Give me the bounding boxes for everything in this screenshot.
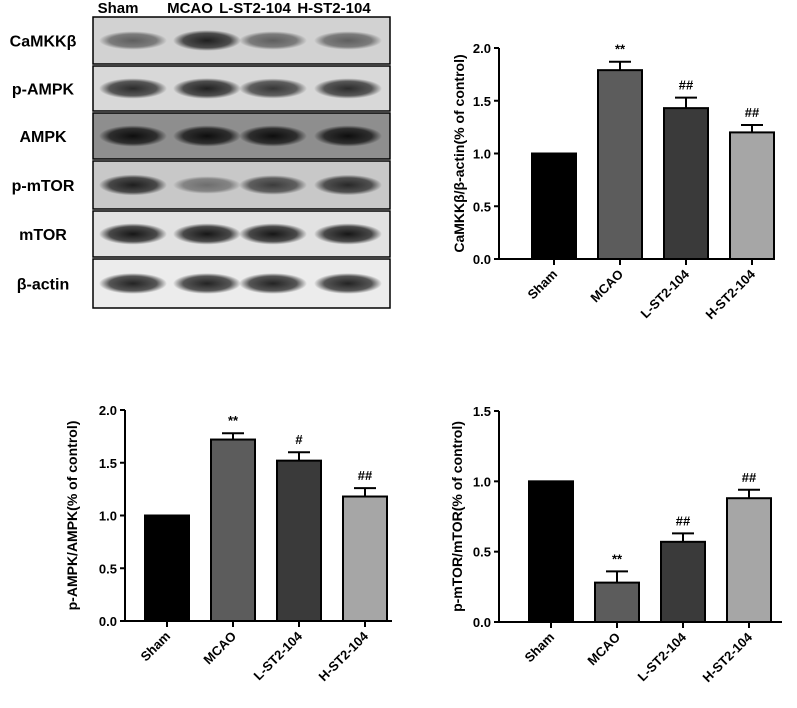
significance-label: ** xyxy=(228,413,239,428)
y-tick-label: 0.5 xyxy=(473,545,491,560)
x-tick-label: H-ST2-104 xyxy=(703,266,759,322)
blot-band xyxy=(99,223,167,245)
x-tick-label: MCAO xyxy=(584,630,623,669)
bar-h-st2-104 xyxy=(342,495,388,622)
y-tick-label: 0.0 xyxy=(473,615,491,630)
blot-group-label: H-ST2-104 xyxy=(297,0,371,17)
blot-group-label: Sham xyxy=(98,0,139,17)
bar-sham xyxy=(531,152,577,260)
blot-band xyxy=(99,78,167,99)
x-tick-label: MCAO xyxy=(587,267,626,306)
y-tick-label: 1.5 xyxy=(473,404,491,419)
y-axis-label: p-mTOR/mTOR(% of control) xyxy=(449,421,465,612)
blot-band xyxy=(99,31,167,50)
blot-band xyxy=(99,174,167,196)
y-tick-label: 0.0 xyxy=(473,252,491,267)
blot-protein-label: p-AMPK xyxy=(12,82,75,99)
significance-label: ## xyxy=(358,468,373,483)
x-tick-label: Sham xyxy=(521,630,557,666)
blot-band xyxy=(239,223,307,245)
y-tick-label: 0.5 xyxy=(473,199,491,214)
camkkb-bar-chart: CaMKKβ/β-actin(% of control) 0.0 0.5 1.0 1.5… xyxy=(451,41,775,322)
blot-band xyxy=(314,174,382,196)
y-tick-label: 0.5 xyxy=(99,561,117,576)
blot-band xyxy=(99,273,167,294)
p-ampk-bar-chart: p-AMPK/AMPK(% of control) 0.0 0.5 1.0 1.5 2.0… xyxy=(64,403,392,684)
x-tick-label: Sham xyxy=(524,267,560,303)
blot-band xyxy=(173,78,241,99)
significance-label: ** xyxy=(612,551,623,566)
blot-band xyxy=(239,78,307,99)
x-tick-label: H-ST2-104 xyxy=(316,628,372,684)
y-tick-label: 1.5 xyxy=(473,94,491,109)
blot-band xyxy=(314,78,382,99)
bar-h-st2-104 xyxy=(726,497,772,623)
bar-mcao xyxy=(597,69,643,260)
x-tick-label: H-ST2-104 xyxy=(700,629,756,685)
blot-band xyxy=(173,125,241,147)
blot-band xyxy=(314,125,382,147)
blot-group-label: L-ST2-104 xyxy=(219,0,291,17)
x-tick-label: L-ST2-104 xyxy=(251,628,306,683)
bar-sham xyxy=(144,514,190,622)
significance-label: # xyxy=(295,432,303,447)
significance-label: ## xyxy=(745,105,760,120)
blot-protein-label: p-mTOR xyxy=(12,178,75,195)
y-tick-label: 2.0 xyxy=(99,403,117,418)
significance-label: ## xyxy=(679,78,694,93)
blot-protein-label: mTOR xyxy=(19,227,67,244)
blot-band xyxy=(239,175,307,195)
bar-sham xyxy=(528,480,574,624)
x-tick-label: L-ST2-104 xyxy=(635,629,690,684)
bar-mcao xyxy=(594,581,640,623)
blot-band xyxy=(239,125,307,147)
blot-protein-label: AMPK xyxy=(19,129,67,146)
bar-l-st2-104 xyxy=(660,540,706,624)
y-axis-label: p-AMPK/AMPK(% of control) xyxy=(64,421,80,611)
blot-band xyxy=(239,273,307,294)
blot-band xyxy=(173,223,241,245)
blot-protein-label: CaMKKβ xyxy=(10,34,77,51)
blot-band xyxy=(173,30,241,51)
significance-label: ** xyxy=(615,42,626,57)
blot-band xyxy=(99,125,167,147)
bar-mcao xyxy=(210,438,256,623)
significance-label: ## xyxy=(742,470,757,485)
blot-band xyxy=(239,31,307,50)
y-tick-label: 1.0 xyxy=(473,474,491,489)
bar-l-st2-104 xyxy=(663,107,709,261)
bar-h-st2-104 xyxy=(729,131,775,260)
p-mtor-bar-chart: p-mTOR/mTOR(% of control) 0.0 0.5 1.0 1.5 Sha… xyxy=(449,404,782,685)
x-tick-label: Sham xyxy=(137,629,173,665)
y-axis-label: CaMKKβ/β-actin(% of control) xyxy=(451,54,467,252)
y-tick-label: 0.0 xyxy=(99,614,117,629)
blot-band xyxy=(314,273,382,294)
y-tick-label: 1.0 xyxy=(473,147,491,162)
blot-band xyxy=(314,223,382,245)
blot-band xyxy=(314,31,382,50)
x-tick-label: MCAO xyxy=(200,629,239,668)
western-blot-panel: Sham MCAO L-ST2-104 H-ST2-104 CaMKKβ p-AMPK AM… xyxy=(10,0,391,309)
blot-protein-label: β-actin xyxy=(17,277,69,294)
blot-band xyxy=(173,273,241,294)
y-tick-label: 1.5 xyxy=(99,456,117,471)
blot-band xyxy=(173,176,241,194)
y-tick-label: 2.0 xyxy=(473,41,491,56)
y-tick-label: 1.0 xyxy=(99,509,117,524)
x-tick-label: L-ST2-104 xyxy=(638,266,693,321)
bar-l-st2-104 xyxy=(276,459,322,622)
blot-group-label: MCAO xyxy=(167,0,213,17)
significance-label: ## xyxy=(676,513,691,528)
